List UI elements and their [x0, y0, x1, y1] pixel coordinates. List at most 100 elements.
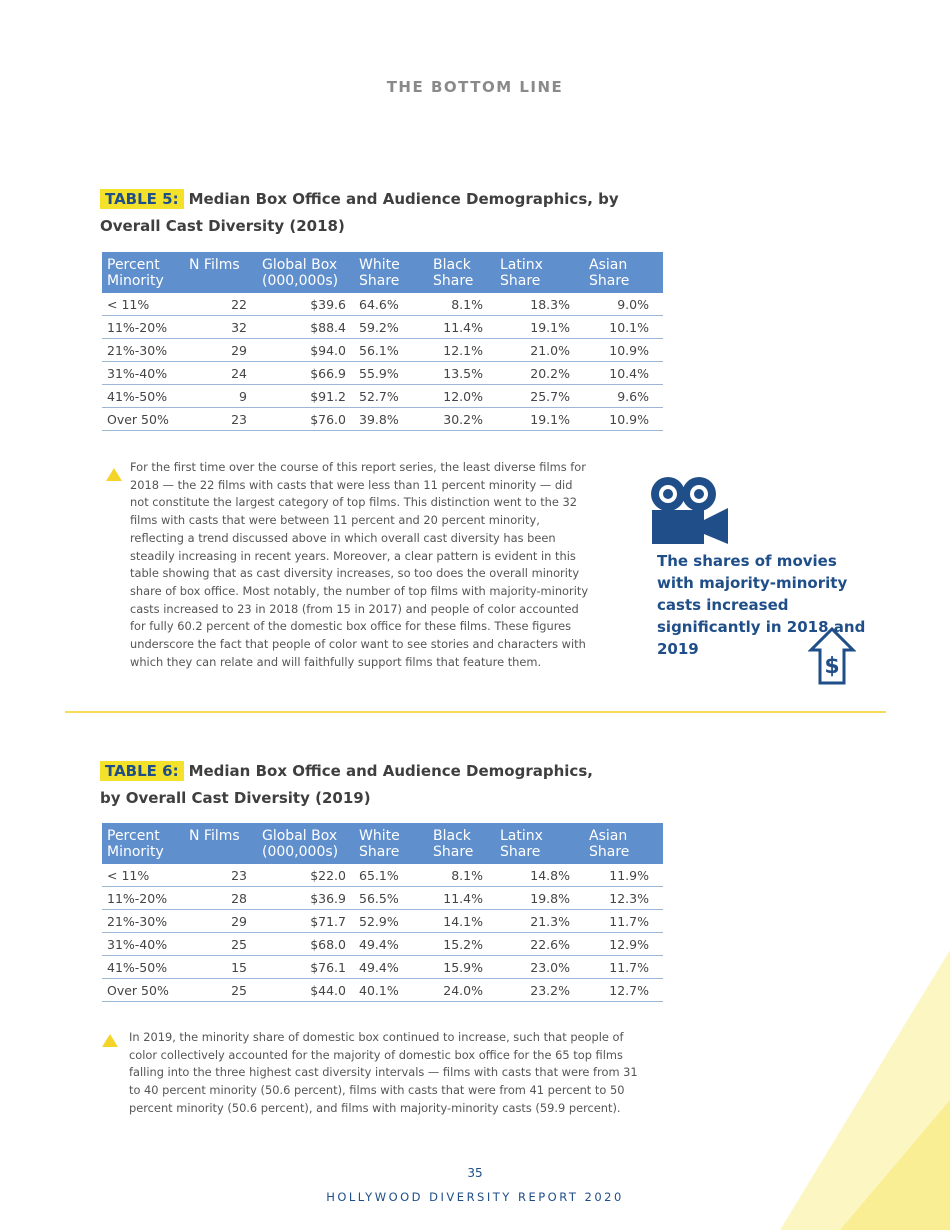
table-cell: 11.7%: [584, 955, 663, 979]
table-cell: 25: [184, 978, 257, 1002]
table-cell: 8.1%: [428, 864, 495, 887]
column-header-line2: Share: [589, 273, 630, 289]
table-cell: 15.9%: [428, 955, 495, 979]
table-cell: 52.7%: [354, 384, 428, 408]
footer-title: HOLLYWOOD DIVERSITY REPORT 2020: [326, 1190, 624, 1204]
table-cell: 49.4%: [354, 932, 428, 956]
paragraph-2018: For the first time over the course of th…: [130, 460, 589, 669]
table-cell: 19.8%: [495, 886, 584, 910]
column-header: N Films: [184, 823, 257, 864]
table6-tag: TABLE 6:: [100, 761, 184, 781]
table-cell: 56.5%: [354, 886, 428, 910]
table-cell: 12.3%: [584, 886, 663, 910]
table-row: < 11% 23 $22.0 65.1% 8.1% 14.8% 11.9%: [102, 864, 663, 887]
table6-title-line1: Median Box Office and Audience Demograph…: [188, 762, 593, 780]
table-cell: 41%-50%: [102, 384, 184, 408]
table-row: Over 50% 25 $44.0 40.1% 24.0% 23.2% 12.7%: [102, 978, 663, 1002]
table-cell: $91.2: [257, 384, 354, 408]
column-header-line1: N Films: [189, 257, 240, 273]
column-header: White Share: [354, 252, 428, 293]
table-cell: 25: [184, 932, 257, 956]
table-cell: 12.1%: [428, 338, 495, 362]
table-cell: 28: [184, 886, 257, 910]
table-cell: 11.4%: [428, 315, 495, 339]
table-cell: 24.0%: [428, 978, 495, 1002]
table-row: 41%-50% 15 $76.1 49.4% 15.9% 23.0% 11.7%: [102, 955, 663, 979]
table-row: 41%-50% 9 $91.2 52.7% 12.0% 25.7% 9.6%: [102, 384, 663, 408]
table-cell: $94.0: [257, 338, 354, 362]
column-header-line1: Percent: [107, 257, 160, 273]
movie-camera-icon: [651, 477, 728, 544]
table-cell: Over 50%: [102, 407, 184, 431]
table-cell: 40.1%: [354, 978, 428, 1002]
table-row: Over 50% 23 $76.0 39.8% 30.2% 19.1% 10.9%: [102, 407, 663, 431]
table-cell: 23.2%: [495, 978, 584, 1002]
table-cell: 20.2%: [495, 361, 584, 385]
table-cell: 14.8%: [495, 864, 584, 887]
column-header-line1: Asian: [589, 257, 628, 273]
table-row: 21%-30% 29 $94.0 56.1% 12.1% 21.0% 10.9%: [102, 338, 663, 362]
column-header: Black Share: [428, 823, 495, 864]
table-cell: 23: [184, 864, 257, 887]
table6-header-row: Percent Minority N Films Global Box (000,000…: [102, 823, 663, 864]
table-cell: 31%-40%: [102, 932, 184, 956]
table-cell: 24: [184, 361, 257, 385]
table-cell: 12.7%: [584, 978, 663, 1002]
column-header-line1: N Films: [189, 828, 240, 844]
table-cell: 21%-30%: [102, 338, 184, 362]
table-cell: 55.9%: [354, 361, 428, 385]
table-cell: 65.1%: [354, 864, 428, 887]
table-cell: 49.4%: [354, 955, 428, 979]
bullet-triangle-icon: [102, 1034, 118, 1047]
table-cell: 13.5%: [428, 361, 495, 385]
table5-title-line2: Overall Cast Diversity (2018): [100, 217, 345, 235]
table6-title: TABLE 6: Median Box Office and Audience D…: [100, 758, 620, 812]
table-row: 31%-40% 25 $68.0 49.4% 15.2% 22.6% 12.9%: [102, 932, 663, 956]
bullet-triangle-icon: [106, 468, 122, 481]
table-row: < 11% 22 $39.6 64.6% 8.1% 18.3% 9.0%: [102, 293, 663, 316]
column-header-line2: Share: [433, 273, 474, 289]
column-header-line2: Share: [500, 273, 541, 289]
column-header-line2: (000,000s): [262, 844, 339, 860]
table-cell: $76.1: [257, 955, 354, 979]
column-header-line1: White: [359, 828, 400, 844]
column-header-line2: Share: [359, 844, 400, 860]
table-cell: < 11%: [102, 293, 184, 316]
column-header: Asian Share: [584, 823, 663, 864]
table-cell: < 11%: [102, 864, 184, 887]
section-header: THE BOTTOM LINE: [386, 78, 564, 96]
table-cell: 29: [184, 909, 257, 933]
table-cell: 11.7%: [584, 909, 663, 933]
table-cell: Over 50%: [102, 978, 184, 1002]
page-number: 35: [467, 1166, 483, 1180]
table-row: 11%-20% 32 $88.4 59.2% 11.4% 19.1% 10.1%: [102, 315, 663, 339]
table-cell: 31%-40%: [102, 361, 184, 385]
table-cell: 22: [184, 293, 257, 316]
column-header: White Share: [354, 823, 428, 864]
column-header-line2: Minority: [107, 273, 164, 289]
table-cell: 10.4%: [584, 361, 663, 385]
table-cell: 15.2%: [428, 932, 495, 956]
table6: Percent Minority N Films Global Box (000,000…: [102, 823, 663, 1002]
column-header-line1: Latinx: [500, 257, 543, 273]
table-cell: 8.1%: [428, 293, 495, 316]
column-header-line1: Global Box: [262, 828, 338, 844]
table-cell: 25.7%: [495, 384, 584, 408]
column-header-line1: Black: [433, 257, 471, 273]
table-cell: 52.9%: [354, 909, 428, 933]
column-header: Black Share: [428, 252, 495, 293]
table-cell: 41%-50%: [102, 955, 184, 979]
table-cell: 10.1%: [584, 315, 663, 339]
table-cell: 18.3%: [495, 293, 584, 316]
table-cell: 11.4%: [428, 886, 495, 910]
column-header: Global Box (000,000s): [257, 823, 354, 864]
paragraph-2019: In 2019, the minority share of domestic …: [129, 1030, 638, 1115]
table-cell: 19.1%: [495, 407, 584, 431]
table-cell: 64.6%: [354, 293, 428, 316]
table5: Percent Minority N Films Global Box (000,000…: [102, 252, 663, 431]
column-header: Latinx Share: [495, 823, 584, 864]
column-header: N Films: [184, 252, 257, 293]
column-header-line2: (000,000s): [262, 273, 339, 289]
table5-tag: TABLE 5:: [100, 189, 184, 209]
table-cell: 9: [184, 384, 257, 408]
